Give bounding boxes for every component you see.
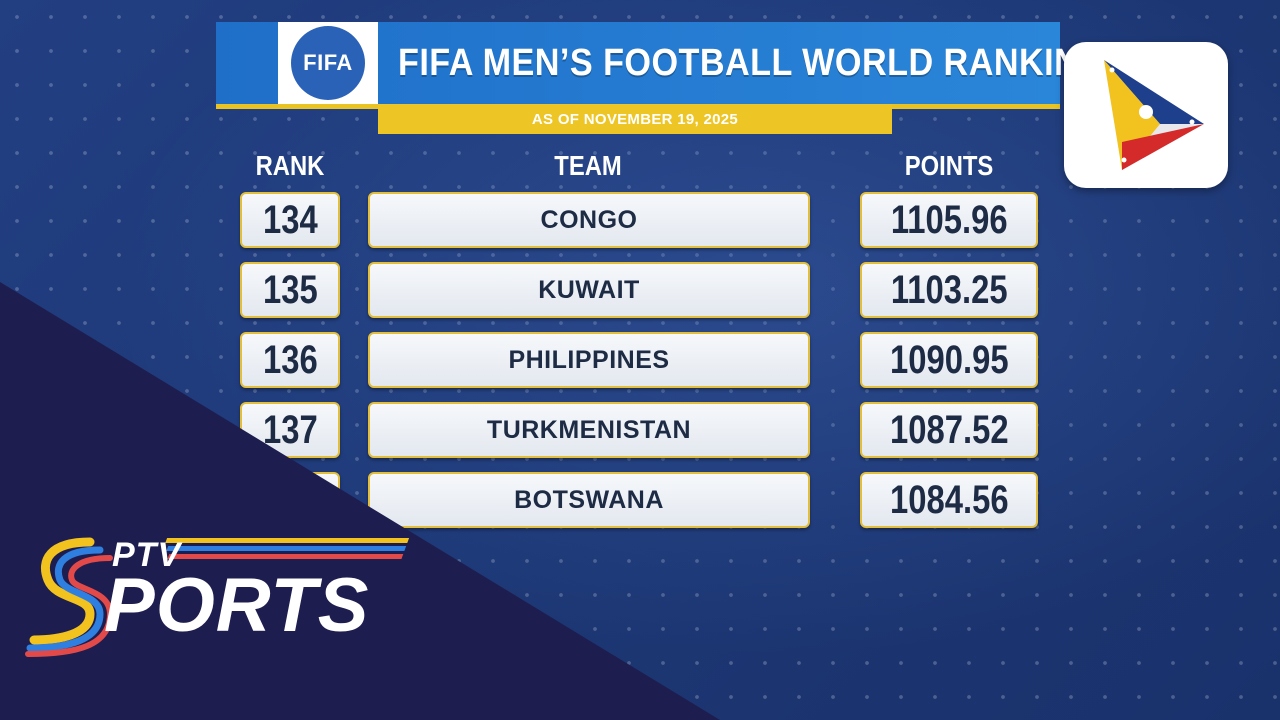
brand-ptv-text: PTV <box>112 536 182 574</box>
rank-value: 134 <box>262 197 318 242</box>
points-cell: 1103.25 <box>860 262 1038 318</box>
team-cell: CONGO <box>368 192 810 248</box>
points-cell: 1084.56 <box>860 472 1038 528</box>
rank-cell: 134 <box>240 192 340 248</box>
table-row: 134 CONGO 1105.96 <box>0 192 1280 252</box>
rank-cell: 135 <box>240 262 340 318</box>
team-cell: PHILIPPINES <box>368 332 810 388</box>
points-cell: 1087.52 <box>860 402 1038 458</box>
rank-value: 136 <box>262 337 318 382</box>
page-title: FIFA MEN’S FOOTBALL WORLD RANKINGS <box>398 42 1130 84</box>
brand-sports-text: PORTS <box>104 563 370 648</box>
team-column-header: TEAM <box>554 150 622 181</box>
fifa-logo-box: FIFA <box>278 22 378 104</box>
team-cell: TURKMENISTAN <box>368 402 810 458</box>
table-row: 136 PHILIPPINES 1090.95 <box>0 332 1280 392</box>
rank-cell: 137 <box>240 402 340 458</box>
rank-column-header: RANK <box>255 150 325 181</box>
points-value: 1090.95 <box>889 337 1009 382</box>
ptv-network-logo-icon <box>1104 60 1204 170</box>
ptv-network-logo <box>1064 42 1228 188</box>
rankings-header: FIFA FIFA MEN’S FOOTBALL WORLD RANKINGS <box>216 22 1129 109</box>
ptv-sports-brand: PTV PORTS <box>20 530 420 660</box>
points-value: 1105.96 <box>890 197 1008 242</box>
points-cell: 1105.96 <box>860 192 1038 248</box>
table-row: 135 KUWAIT 1103.25 <box>0 262 1280 322</box>
fifa-logo: FIFA <box>291 26 365 100</box>
table-row: 137 TURKMENISTAN 1087.52 <box>0 402 1280 462</box>
points-cell: 1090.95 <box>860 332 1038 388</box>
team-cell: BOTSWANA <box>368 472 810 528</box>
rank-value: 137 <box>262 407 318 452</box>
date-banner: AS OF NOVEMBER 19, 2025 <box>378 104 892 134</box>
rank-cell: 136 <box>240 332 340 388</box>
points-value: 1087.52 <box>889 407 1009 452</box>
brand-stripes-icon <box>25 537 410 657</box>
team-cell: KUWAIT <box>368 262 810 318</box>
rank-value: 135 <box>262 267 318 312</box>
points-column-header: POINTS <box>904 150 994 181</box>
points-value: 1084.56 <box>889 477 1009 522</box>
points-value: 1103.25 <box>890 267 1008 312</box>
